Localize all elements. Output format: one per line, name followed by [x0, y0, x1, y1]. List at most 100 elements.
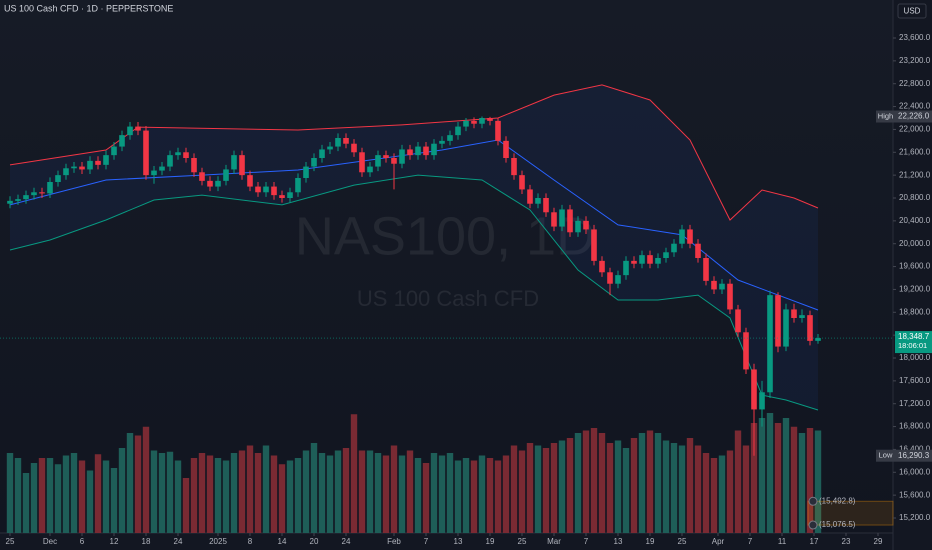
background-layer: NAS100, 1D US 100 Cash CFD [295, 206, 595, 311]
volume-bar [70, 453, 78, 533]
candle-body [79, 166, 85, 170]
marker-value: 16,290.3 [898, 451, 930, 460]
volume-bar [774, 423, 782, 533]
volume-bar [190, 458, 198, 533]
candle-body [759, 392, 765, 410]
x-tick-label: 8 [248, 537, 253, 546]
x-tick-label: Dec [43, 537, 57, 546]
volume-bar [542, 448, 550, 533]
volume-bar [694, 445, 702, 533]
x-tick-label: 13 [614, 537, 623, 546]
candle-body [775, 295, 781, 347]
y-tick-label: 20,000.0 [899, 239, 931, 248]
candle-body [743, 332, 749, 370]
last-price: 18,348.7 [898, 332, 930, 341]
volume-bar [150, 450, 158, 533]
candle-body [343, 138, 349, 144]
candle-body [223, 169, 229, 181]
candle-body [591, 229, 597, 261]
candle-body [159, 166, 165, 171]
volume-bar [278, 464, 286, 533]
volume-bar [526, 443, 534, 533]
candle-body [71, 166, 77, 169]
volume-bar [670, 443, 678, 533]
alert-label: (15,076.5) [819, 520, 856, 529]
candle-body [535, 198, 541, 204]
volume-bar [422, 463, 430, 533]
volume-bar [806, 428, 814, 533]
candle-body [567, 209, 573, 233]
candle-body [399, 149, 405, 164]
candle-body [111, 146, 117, 156]
volume-bar [814, 430, 822, 533]
volume-bar [582, 430, 590, 533]
volume-bar [22, 473, 30, 533]
volume-bar [270, 455, 278, 533]
volume-bar [558, 440, 566, 533]
volume-bar [342, 448, 350, 533]
candle-body [279, 195, 285, 198]
candle-body [15, 199, 21, 201]
candle-body [503, 140, 509, 158]
volume-bar [166, 451, 174, 533]
candle-body [703, 258, 709, 281]
y-tick-label: 19,600.0 [899, 262, 931, 271]
volume-bar [230, 453, 238, 533]
volume-bar [438, 455, 446, 533]
volume-bar [14, 458, 22, 533]
x-tick-label: 25 [6, 537, 15, 546]
volume-bar [134, 435, 142, 533]
volume-bar [790, 426, 798, 533]
volume-bar [54, 464, 62, 533]
candle-body [207, 180, 213, 187]
volume-bar [518, 450, 526, 533]
volume-bar [318, 453, 326, 533]
y-tick-label: 20,400.0 [899, 216, 931, 225]
band-fill [10, 84, 818, 410]
candle-body [751, 369, 757, 410]
candle-body [551, 212, 557, 227]
candle-body [255, 186, 261, 193]
volume-bar [430, 453, 438, 533]
candle-body [479, 118, 485, 124]
volume-bar [238, 450, 246, 533]
y-tick-label: 15,600.0 [899, 490, 931, 499]
x-tick-label: 20 [310, 537, 319, 546]
candle-body [263, 186, 269, 193]
candle-body [87, 160, 93, 170]
candle-body [239, 155, 245, 176]
candle-body [119, 135, 125, 147]
marker-value-box [895, 449, 932, 462]
candle-body [55, 175, 61, 182]
currency-box[interactable] [897, 3, 927, 19]
chart-title[interactable]: US 100 Cash CFD · 1D · PEPPERSTONE [4, 3, 173, 13]
watermark: NAS100, 1D [295, 206, 595, 266]
volume-bar [502, 455, 510, 533]
y-tick-label: 16,800.0 [899, 422, 931, 431]
volume-bar [702, 453, 710, 533]
candle-body [679, 229, 685, 244]
volume-bar [646, 430, 654, 533]
candle-body [95, 160, 101, 165]
candle-body [463, 120, 469, 127]
y-tick-label: 23,200.0 [899, 56, 931, 65]
candle-body [783, 309, 789, 347]
volume-bar [6, 453, 14, 533]
candle-body [791, 309, 797, 318]
volume-bar [726, 450, 734, 533]
candle-body [767, 295, 773, 393]
y-tick-label: 22,400.0 [899, 102, 931, 111]
volume-bar [446, 453, 454, 533]
marker-value-box [895, 110, 932, 123]
candle-body [631, 260, 637, 264]
volume-bar [606, 443, 614, 533]
x-tick-label: 12 [110, 537, 119, 546]
x-tick-label: 18 [142, 537, 151, 546]
x-tick-label: 24 [342, 537, 351, 546]
x-tick-label: 14 [278, 537, 287, 546]
volume-bar [334, 450, 342, 533]
volume-bar [686, 438, 694, 533]
currency[interactable]: USD [904, 7, 921, 16]
candle-body [455, 126, 461, 136]
